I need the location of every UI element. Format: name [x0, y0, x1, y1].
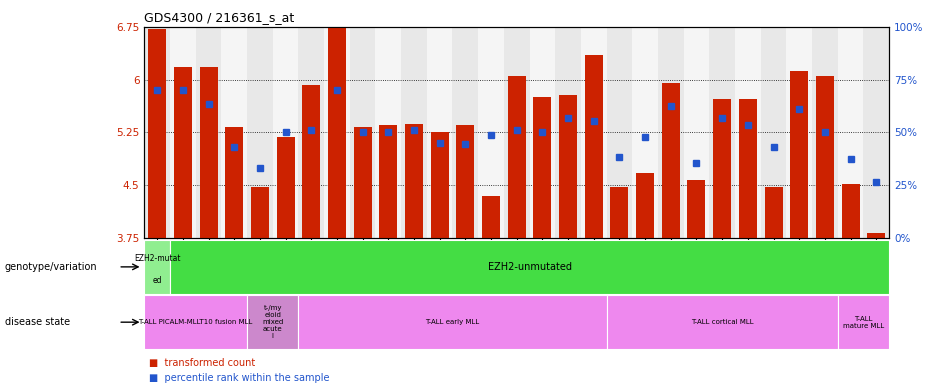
Text: ■  percentile rank within the sample: ■ percentile rank within the sample [149, 373, 330, 383]
Bar [170, 27, 196, 238]
Text: GDS4300 / 216361_s_at: GDS4300 / 216361_s_at [144, 11, 294, 24]
Bar [868, 233, 885, 238]
Bar [277, 137, 294, 238]
Bar [299, 27, 324, 238]
Bar [764, 187, 783, 238]
Text: disease state: disease state [5, 317, 70, 327]
Bar [581, 27, 607, 238]
Bar [636, 173, 654, 238]
Bar [662, 83, 680, 238]
Bar [250, 187, 269, 238]
Bar [401, 27, 426, 238]
Bar [842, 184, 859, 238]
Bar [713, 99, 731, 238]
Bar [452, 27, 479, 238]
Bar [787, 27, 812, 238]
Bar [303, 85, 320, 238]
Bar [431, 132, 449, 238]
Bar [405, 124, 423, 238]
Bar [560, 95, 577, 238]
Bar [687, 180, 706, 238]
Bar [761, 27, 787, 238]
Bar [816, 76, 834, 238]
Bar [838, 27, 863, 238]
Bar [585, 55, 602, 238]
Bar [328, 27, 346, 238]
Bar [838, 295, 889, 349]
Bar [196, 27, 222, 238]
Bar [247, 295, 299, 349]
Bar [533, 97, 551, 238]
Bar [507, 76, 526, 238]
Text: ■  transformed count: ■ transformed count [149, 358, 255, 368]
Bar [199, 67, 218, 238]
Bar [144, 27, 170, 238]
Bar [812, 27, 838, 238]
Text: T-ALL PICALM-MLLT10 fusion MLL: T-ALL PICALM-MLLT10 fusion MLL [139, 319, 253, 325]
Bar [790, 71, 808, 238]
Bar [482, 196, 500, 238]
Bar [735, 27, 761, 238]
Bar [144, 295, 247, 349]
Bar [683, 27, 709, 238]
Bar [611, 187, 628, 238]
Bar [375, 27, 401, 238]
Bar [607, 295, 838, 349]
Bar [739, 99, 757, 238]
Text: ed: ed [153, 276, 162, 285]
Bar [863, 27, 889, 238]
Text: genotype/variation: genotype/variation [5, 262, 97, 272]
Bar [426, 27, 452, 238]
Bar [222, 27, 247, 238]
Text: T-ALL early MLL: T-ALL early MLL [425, 319, 479, 325]
Bar [247, 27, 273, 238]
Bar [299, 295, 607, 349]
Bar [456, 126, 474, 238]
Text: T-ALL cortical MLL: T-ALL cortical MLL [691, 319, 753, 325]
Bar [225, 127, 243, 238]
Bar [632, 27, 658, 238]
Bar [350, 27, 375, 238]
Bar [504, 27, 530, 238]
Bar [479, 27, 504, 238]
Bar [144, 240, 170, 294]
Text: T-ALL
mature MLL: T-ALL mature MLL [843, 316, 884, 329]
Text: EZH2-unmutated: EZH2-unmutated [488, 262, 572, 272]
Bar [174, 67, 192, 238]
Bar [709, 27, 735, 238]
Bar [555, 27, 581, 238]
Bar [530, 27, 555, 238]
Bar [607, 27, 632, 238]
Bar [273, 27, 299, 238]
Bar [148, 29, 166, 238]
Bar [658, 27, 683, 238]
Text: EZH2-mutat: EZH2-mutat [134, 254, 181, 263]
Bar [324, 27, 350, 238]
Bar [354, 127, 371, 238]
Bar [379, 126, 398, 238]
Text: t-/my
eloid
mixed
acute
l: t-/my eloid mixed acute l [263, 305, 283, 339]
